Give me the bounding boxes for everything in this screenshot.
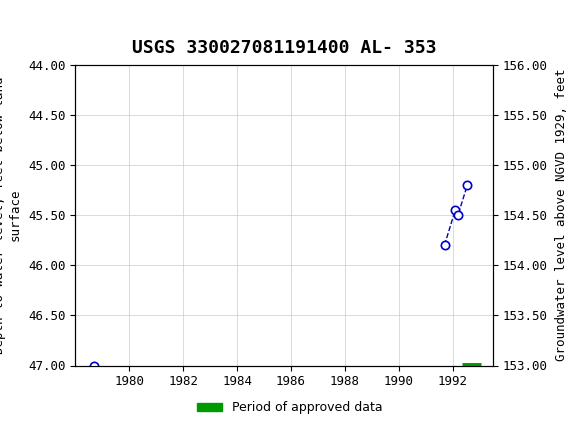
Y-axis label: Groundwater level above NGVD 1929, feet: Groundwater level above NGVD 1929, feet [554, 69, 568, 361]
Text: ≡USGS: ≡USGS [17, 16, 76, 35]
Title: USGS 330027081191400 AL- 353: USGS 330027081191400 AL- 353 [132, 40, 437, 57]
Legend: Period of approved data: Period of approved data [192, 396, 388, 419]
Y-axis label: Depth to water level, feet below land
surface: Depth to water level, feet below land su… [0, 76, 21, 354]
